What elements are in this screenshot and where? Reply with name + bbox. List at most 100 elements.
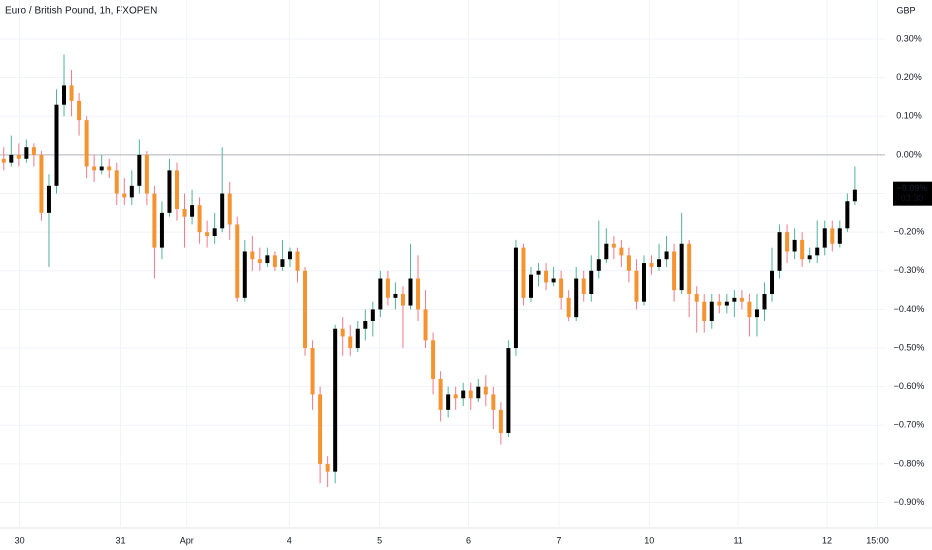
candle-body — [408, 278, 413, 306]
candle-body — [800, 239, 805, 260]
y-tick-label: 0.20% — [896, 72, 922, 82]
x-tick-label: 15:00 — [866, 535, 889, 545]
candle-body — [717, 301, 722, 306]
candle-body — [626, 255, 631, 271]
candle-body — [544, 270, 549, 283]
countdown-label: 03:30 — [901, 193, 924, 203]
candle-body — [265, 255, 270, 264]
chart-title: Euro / British Pound, 1h, FXOPEN — [5, 6, 157, 17]
candle-body — [257, 259, 262, 264]
y-tick-label: −0.60% — [894, 381, 925, 391]
candle-body — [280, 259, 285, 267]
candle-body — [792, 239, 797, 252]
candle-body — [175, 170, 179, 209]
candle-body — [815, 247, 820, 256]
candle-body — [378, 278, 383, 310]
candle-body — [212, 228, 217, 237]
candle-body — [182, 208, 187, 217]
candle-body — [551, 278, 556, 283]
candle-body — [242, 251, 247, 298]
candle-body — [24, 147, 29, 159]
candle-body — [619, 247, 624, 256]
candle-body — [694, 293, 699, 302]
candle-body — [657, 259, 662, 267]
candle-body — [837, 228, 842, 244]
candle-body — [596, 259, 601, 271]
x-tick-label: 12 — [822, 535, 832, 545]
candle-body — [574, 278, 579, 318]
candle-body — [114, 170, 119, 194]
candle-body — [634, 270, 639, 302]
candle-body — [416, 278, 421, 310]
y-tick-label: 0.30% — [896, 33, 922, 43]
candle-body — [453, 394, 458, 399]
candle-body — [16, 154, 21, 159]
candle-body — [724, 301, 729, 306]
candle-body — [144, 154, 149, 194]
candle-body — [611, 243, 616, 248]
candle-body — [92, 166, 97, 171]
candle-body — [566, 297, 571, 318]
candle-body — [702, 301, 707, 322]
candle-body — [513, 247, 518, 349]
candle-body — [521, 247, 526, 298]
candle-body — [400, 293, 405, 306]
candle-body — [129, 185, 134, 198]
x-tick-label: 30 — [15, 535, 25, 545]
candle-body — [649, 263, 654, 267]
candle-body — [325, 463, 330, 472]
candle-body — [62, 85, 67, 105]
candle-body — [506, 348, 511, 434]
y-tick-label: −0.90% — [894, 497, 925, 507]
candle-body — [31, 147, 36, 155]
y-tick-label: −0.50% — [894, 342, 925, 352]
candle-body — [589, 270, 594, 294]
candle-body — [423, 309, 428, 341]
candle-body — [747, 301, 752, 318]
candle-body — [54, 104, 59, 186]
candle-body — [483, 386, 488, 395]
candle-body — [1, 158, 6, 163]
candle-body — [235, 224, 240, 298]
candle-body — [107, 166, 112, 171]
y-tick-label: −0.20% — [894, 227, 925, 237]
last-price-box — [893, 181, 932, 206]
candle-body — [348, 336, 353, 349]
candle-body — [491, 394, 496, 410]
candle-body — [536, 270, 541, 275]
candle-body — [295, 251, 300, 271]
candle-body — [852, 189, 857, 202]
candle-body — [190, 205, 195, 217]
candle-body — [822, 228, 827, 248]
x-tick-label: 11 — [733, 535, 742, 545]
y-tick-label: −0.40% — [894, 304, 925, 314]
candle-body — [709, 301, 714, 322]
candle-body — [355, 328, 360, 349]
candle-body — [431, 340, 436, 379]
candle-body — [461, 390, 466, 399]
candle-body — [197, 205, 202, 233]
last-price-label: −0.09% — [897, 183, 928, 193]
candle-body — [152, 193, 157, 248]
candle-body — [732, 297, 737, 302]
candle-body — [604, 243, 609, 260]
candle-body — [39, 154, 44, 213]
candle-body — [77, 100, 82, 121]
y-tick-label: −0.70% — [894, 420, 925, 430]
currency-label: GBP — [896, 5, 915, 15]
candle-body — [393, 293, 398, 298]
candle-body — [69, 85, 74, 101]
candle-body — [250, 251, 255, 260]
candle-body — [287, 251, 292, 260]
candle-body — [785, 232, 790, 252]
candle-body — [363, 321, 368, 329]
y-tick-label: −0.30% — [894, 265, 925, 275]
candle-body — [122, 193, 127, 198]
candle-body — [227, 193, 232, 225]
candle-body — [498, 409, 503, 434]
candle-body — [679, 243, 684, 291]
candle-body — [9, 154, 14, 163]
x-tick-label: 31 — [116, 535, 126, 545]
